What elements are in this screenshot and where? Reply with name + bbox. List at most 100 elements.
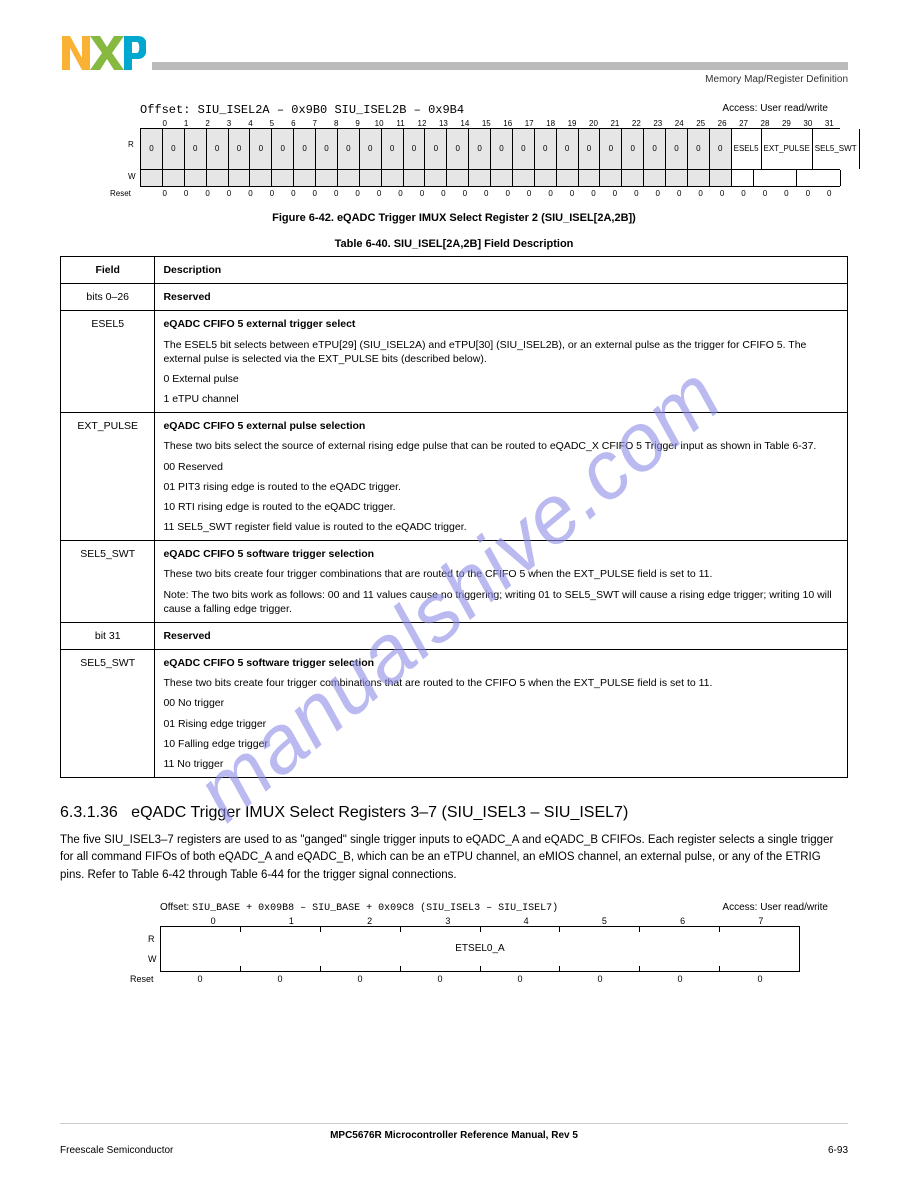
reset-bit: 0 <box>497 189 518 198</box>
reg2-field-label: ETSEL0_A <box>455 943 504 954</box>
reset-bit: 0 <box>626 189 647 198</box>
figure-caption: Figure 6-42. eQADC Trigger IMUX Select R… <box>60 212 848 224</box>
reg2-offset: Offset: SIU_BASE + 0x09B8 – SIU_BASE + 0… <box>160 902 848 914</box>
footer-left: Freescale Semiconductor <box>60 1145 173 1156</box>
reset-bit: 0 <box>540 189 561 198</box>
reg2-reset-label: Reset <box>130 974 154 984</box>
reset-bit: 0 <box>561 189 582 198</box>
reg-field <box>600 170 622 186</box>
reg-field: 0 <box>622 129 644 169</box>
reset-label: Reset <box>110 189 131 198</box>
reset-bit: 0 <box>690 189 711 198</box>
register1-diagram: 0123456789101112131415161718192021222324… <box>140 119 840 198</box>
reset-bit: 0 <box>368 189 389 198</box>
bit-num: 16 <box>497 119 518 128</box>
reg-field: 0 <box>447 129 469 169</box>
reset-bit: 0 <box>720 974 800 984</box>
bit-num: 28 <box>754 119 775 128</box>
reg-field: EXT_PULSE <box>762 129 813 169</box>
reg2-r-label: R <box>148 934 155 944</box>
bit-num: 30 <box>797 119 818 128</box>
bit-num: 31 <box>819 119 840 128</box>
reg-field: 0 <box>710 129 732 169</box>
section-body: The five SIU_ISEL3–7 registers are used … <box>60 832 848 884</box>
reset-bit: 0 <box>604 189 625 198</box>
bit-num: 6 <box>644 916 722 926</box>
reset-bit: 0 <box>154 189 175 198</box>
bit-num: 18 <box>540 119 561 128</box>
reg-field <box>469 170 491 186</box>
reg-field: 0 <box>513 129 535 169</box>
reg2-w-label: W <box>148 954 157 964</box>
bit-num: 14 <box>454 119 475 128</box>
reg-field <box>797 170 841 186</box>
reg-field <box>141 170 163 186</box>
reg-field: 0 <box>294 129 316 169</box>
reg-field: SEL5_SWT <box>813 129 860 169</box>
table-caption: Table 6-40. SIU_ISEL[2A,2B] Field Descri… <box>60 238 848 250</box>
page-footer: MPC5676R Microcontroller Reference Manua… <box>60 1123 848 1156</box>
reset-bit: 0 <box>400 974 480 984</box>
bit-num: 2 <box>331 916 409 926</box>
reset-bit: 0 <box>411 189 432 198</box>
reg-field <box>425 170 447 186</box>
bit-num: 24 <box>669 119 690 128</box>
reg-field <box>535 170 557 186</box>
bit-num: 25 <box>690 119 711 128</box>
reg-field: 0 <box>185 129 207 169</box>
reset-bit: 0 <box>647 189 668 198</box>
reg-field <box>382 170 404 186</box>
reg-field: 0 <box>360 129 382 169</box>
field-desc: Reserved <box>155 284 848 311</box>
footer-title: MPC5676R Microcontroller Reference Manua… <box>60 1130 848 1141</box>
offset-label: Offset: <box>140 103 190 117</box>
reg-field <box>229 170 251 186</box>
footer-right: 6-93 <box>828 1145 848 1156</box>
reset-bit: 0 <box>754 189 775 198</box>
bit-num: 0 <box>154 119 175 128</box>
reset-bit: 0 <box>240 974 320 984</box>
reg-field: 0 <box>644 129 666 169</box>
bit-num: 7 <box>722 916 800 926</box>
reg-field <box>294 170 316 186</box>
th-desc: Description <box>155 257 848 284</box>
reg-field <box>404 170 426 186</box>
bit-num: 26 <box>711 119 732 128</box>
bit-num: 27 <box>733 119 754 128</box>
reg-field: ESEL5 <box>732 129 762 169</box>
reg-field: 0 <box>229 129 251 169</box>
bit-num: 21 <box>604 119 625 128</box>
bit-num: 9 <box>347 119 368 128</box>
field-description-table: FieldDescription bits 0–26ReservedESEL5e… <box>60 256 848 778</box>
reset-bit: 0 <box>261 189 282 198</box>
reg-field <box>316 170 338 186</box>
bit-num: 3 <box>218 119 239 128</box>
field-desc: eQADC CFIFO 5 external trigger selectThe… <box>155 311 848 413</box>
bit-num: 20 <box>583 119 604 128</box>
bit-num: 5 <box>565 916 643 926</box>
field-desc: eQADC CFIFO 5 software trigger selection… <box>155 650 848 778</box>
reg-field: 0 <box>316 129 338 169</box>
reg-field: 0 <box>491 129 513 169</box>
bit-num: 12 <box>411 119 432 128</box>
bit-num: 11 <box>390 119 411 128</box>
reset-bit: 0 <box>240 189 261 198</box>
reg-field: 0 <box>338 129 360 169</box>
field-name: SEL5_SWT <box>61 650 155 778</box>
offset-label-2: Offset: <box>160 902 189 913</box>
reg-field <box>710 170 732 186</box>
reset-bit: 0 <box>218 189 239 198</box>
bit-num: 19 <box>561 119 582 128</box>
page-header <box>60 30 848 72</box>
bit-num: 8 <box>326 119 347 128</box>
reg-field: 0 <box>469 129 491 169</box>
section-title: eQADC Trigger IMUX Select Registers 3–7 … <box>131 804 628 821</box>
field-desc: eQADC CFIFO 5 software trigger selection… <box>155 541 848 623</box>
reset-bit: 0 <box>583 189 604 198</box>
reset-bit: 0 <box>160 974 240 984</box>
reset-bit: 0 <box>326 189 347 198</box>
bit-num: 5 <box>261 119 282 128</box>
bit-num: 4 <box>240 119 261 128</box>
bit-num: 1 <box>252 916 330 926</box>
reset-bit: 0 <box>711 189 732 198</box>
